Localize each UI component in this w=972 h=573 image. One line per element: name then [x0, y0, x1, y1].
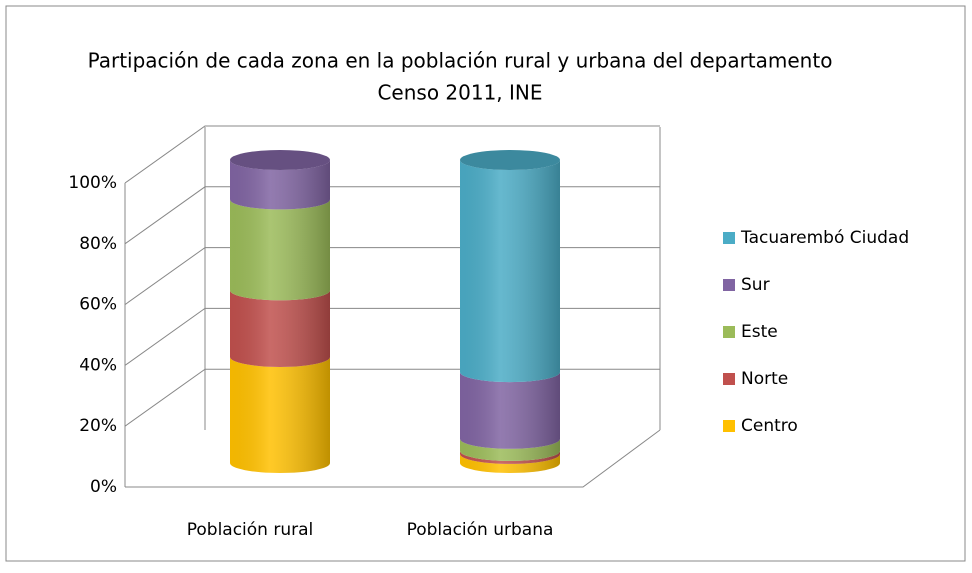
legend-label: Este — [741, 322, 778, 342]
legend-swatch — [723, 232, 735, 244]
y-tick-label: 100% — [68, 173, 117, 193]
legend-label: Centro — [741, 416, 798, 436]
cylinder-top — [230, 150, 330, 170]
cylinder-top-shade — [460, 150, 560, 170]
y-tick-label: 40% — [79, 355, 117, 375]
y-tick-label: 80% — [79, 234, 117, 254]
x-tick-label: Población rural — [187, 520, 314, 540]
y-tick-label: 20% — [79, 416, 117, 436]
legend-swatch — [723, 279, 735, 291]
legend-label: Norte — [741, 369, 788, 389]
chart-title: Partipación de cada zona en la población… — [88, 49, 833, 73]
legend-swatch — [723, 373, 735, 385]
cylinder-shade — [460, 438, 560, 461]
cylinder-top-shade — [230, 150, 330, 170]
legend-label: Sur — [741, 275, 770, 295]
cylinder-shade — [230, 290, 330, 367]
cylinder-shade — [460, 372, 560, 449]
cylinder-shade — [460, 450, 560, 464]
y-tick-label: 60% — [79, 295, 117, 315]
cylinder-shade — [230, 356, 330, 473]
legend-swatch — [723, 420, 735, 432]
legend-label: Tacuarembó Ciudad — [740, 228, 909, 248]
cylinder-shade — [230, 160, 330, 210]
chart-subtitle: Censo 2011, INE — [377, 81, 542, 105]
cylinder-shade — [230, 199, 330, 301]
y-tick-label: 0% — [90, 477, 117, 497]
legend-swatch — [723, 326, 735, 338]
cylinder-shade — [460, 453, 560, 473]
cylinder-top — [460, 150, 560, 170]
x-tick-label: Población urbana — [407, 520, 554, 540]
cylinder-shade — [460, 160, 560, 383]
floor-edge — [125, 429, 661, 488]
grid-line — [124, 125, 660, 184]
